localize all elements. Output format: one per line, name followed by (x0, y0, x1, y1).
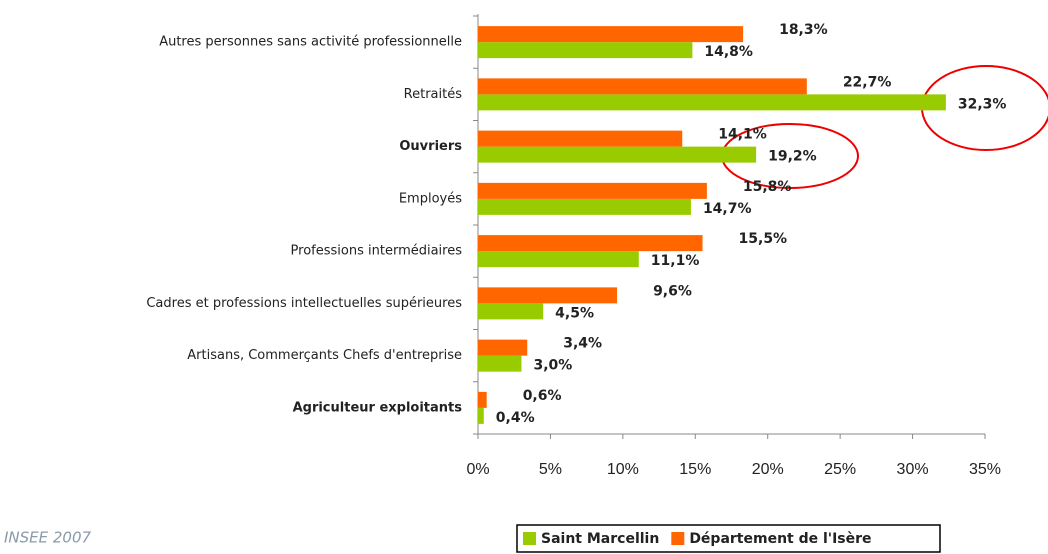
legend-swatch (671, 532, 685, 545)
value-label: 19,2% (768, 149, 817, 165)
x-tick-label: 25% (824, 461, 856, 478)
value-label: 18,3% (779, 22, 828, 38)
x-tick-label: 15% (679, 461, 711, 478)
value-label: 15,8% (743, 179, 792, 195)
value-label: 0,4% (496, 410, 535, 426)
legend-box (516, 524, 941, 553)
bar (478, 198, 691, 215)
bar (478, 355, 522, 372)
bar (478, 182, 707, 199)
bar (478, 26, 744, 43)
bar (478, 339, 528, 356)
x-tick-label: 20% (752, 461, 784, 478)
category-label: Professions intermédiaires (291, 244, 463, 259)
x-tick-label: 10% (607, 461, 639, 478)
value-label: 15,5% (739, 231, 788, 247)
value-label: 4,5% (555, 305, 594, 321)
bar (478, 78, 807, 95)
value-label: 3,0% (533, 358, 572, 374)
bar (478, 303, 544, 320)
x-tick-label: 5% (539, 461, 562, 478)
value-label: 22,7% (843, 74, 892, 90)
legend-label: Département de l'Isère (689, 531, 871, 547)
bar (478, 287, 618, 304)
bar (478, 130, 683, 147)
category-label: Ouvriers (399, 139, 462, 154)
source-note: INSEE 2007 (4, 529, 92, 547)
bar (478, 251, 639, 268)
bar (478, 42, 693, 59)
x-tick-label: 30% (897, 461, 929, 478)
value-label: 32,3% (958, 96, 1007, 112)
category-label: Autres personnes sans activité professio… (159, 35, 462, 50)
value-label: 14,8% (704, 44, 753, 60)
bar (478, 235, 703, 252)
legend-swatch (523, 532, 536, 545)
x-tick-label: 35% (969, 461, 1001, 478)
category-label: Employés (399, 191, 462, 206)
value-label: 11,1% (651, 253, 700, 269)
value-label: 9,6% (653, 283, 692, 299)
x-tick-label: 0% (466, 461, 489, 478)
value-label: 14,1% (718, 127, 767, 143)
category-label: Cadres et professions intellectuelles su… (146, 296, 462, 311)
bar (478, 391, 487, 408)
bar (478, 146, 757, 163)
value-label: 14,7% (703, 201, 752, 217)
bar (478, 407, 484, 424)
category-label: Agriculteur exploitants (293, 400, 463, 415)
legend-label: Saint Marcellin (541, 531, 659, 547)
category-label: Artisans, Commerçants Chefs d'entreprise (187, 348, 462, 363)
value-label: 0,6% (523, 388, 562, 404)
value-label: 3,4% (563, 336, 602, 352)
bar (478, 94, 946, 111)
category-label: Retraités (404, 87, 463, 102)
